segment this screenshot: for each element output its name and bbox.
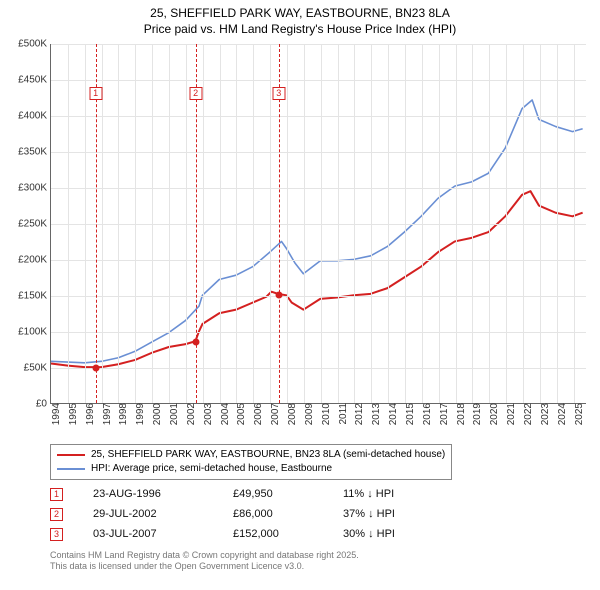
x-tick-label: 2015 bbox=[401, 403, 416, 425]
sales-marker: 3 bbox=[50, 528, 63, 541]
x-tick-label: 2017 bbox=[435, 403, 450, 425]
footer-line: Contains HM Land Registry data © Crown c… bbox=[50, 550, 359, 561]
y-tick-label: £100K bbox=[18, 327, 51, 338]
legend-label: 25, SHEFFIELD PARK WAY, EASTBOURNE, BN23… bbox=[91, 448, 445, 462]
x-tick-label: 2010 bbox=[317, 403, 332, 425]
y-tick-label: £500K bbox=[18, 39, 51, 50]
x-tick-label: 2003 bbox=[199, 403, 214, 425]
chart-area: £0£50K£100K£150K£200K£250K£300K£350K£400… bbox=[50, 44, 586, 404]
legend-swatch bbox=[57, 454, 85, 456]
x-tick-label: 2020 bbox=[485, 403, 500, 425]
marker-dot bbox=[92, 365, 99, 372]
y-tick-label: £400K bbox=[18, 111, 51, 122]
x-tick-label: 1997 bbox=[98, 403, 113, 425]
legend-item-hpi: HPI: Average price, semi-detached house,… bbox=[57, 462, 445, 476]
x-tick-label: 2006 bbox=[249, 403, 264, 425]
sales-delta: 11% ↓ HPI bbox=[343, 488, 394, 500]
sales-price: £86,000 bbox=[233, 508, 343, 520]
figure: 25, SHEFFIELD PARK WAY, EASTBOURNE, BN23… bbox=[0, 0, 600, 590]
legend-label: HPI: Average price, semi-detached house,… bbox=[91, 462, 332, 476]
x-tick-label: 2014 bbox=[384, 403, 399, 425]
sales-price: £152,000 bbox=[233, 528, 343, 540]
sales-price: £49,950 bbox=[233, 488, 343, 500]
x-tick-label: 1995 bbox=[64, 403, 79, 425]
marker-label: 3 bbox=[272, 87, 285, 100]
x-tick-label: 2025 bbox=[570, 403, 585, 425]
marker-dot bbox=[192, 339, 199, 346]
x-tick-label: 2022 bbox=[519, 403, 534, 425]
sales-delta: 30% ↓ HPI bbox=[343, 528, 395, 540]
x-tick-label: 2005 bbox=[232, 403, 247, 425]
footer: Contains HM Land Registry data © Crown c… bbox=[50, 550, 359, 573]
legend-item-property: 25, SHEFFIELD PARK WAY, EASTBOURNE, BN23… bbox=[57, 448, 445, 462]
sales-date: 23-AUG-1996 bbox=[93, 488, 233, 500]
x-tick-label: 2009 bbox=[300, 403, 315, 425]
sales-table: 1 23-AUG-1996 £49,950 11% ↓ HPI 2 29-JUL… bbox=[50, 484, 395, 544]
x-tick-label: 2018 bbox=[452, 403, 467, 425]
marker-label: 2 bbox=[189, 87, 202, 100]
x-tick-label: 1998 bbox=[114, 403, 129, 425]
sales-date: 03-JUL-2007 bbox=[93, 528, 233, 540]
footer-line: This data is licensed under the Open Gov… bbox=[50, 561, 359, 572]
y-tick-label: £250K bbox=[18, 219, 51, 230]
sales-row: 1 23-AUG-1996 £49,950 11% ↓ HPI bbox=[50, 484, 395, 504]
legend: 25, SHEFFIELD PARK WAY, EASTBOURNE, BN23… bbox=[50, 444, 452, 480]
x-tick-label: 2013 bbox=[367, 403, 382, 425]
x-tick-label: 2023 bbox=[536, 403, 551, 425]
title-subtitle: Price paid vs. HM Land Registry's House … bbox=[0, 22, 600, 38]
sales-row: 2 29-JUL-2002 £86,000 37% ↓ HPI bbox=[50, 504, 395, 524]
title-address: 25, SHEFFIELD PARK WAY, EASTBOURNE, BN23… bbox=[0, 6, 600, 22]
x-tick-label: 2019 bbox=[468, 403, 483, 425]
x-tick-label: 1994 bbox=[47, 403, 62, 425]
x-tick-label: 2000 bbox=[148, 403, 163, 425]
series-property bbox=[51, 191, 583, 367]
y-tick-label: £150K bbox=[18, 291, 51, 302]
title-block: 25, SHEFFIELD PARK WAY, EASTBOURNE, BN23… bbox=[0, 0, 600, 37]
y-tick-label: £50K bbox=[24, 363, 51, 374]
sales-marker: 1 bbox=[50, 488, 63, 501]
x-tick-label: 2001 bbox=[165, 403, 180, 425]
y-tick-label: £200K bbox=[18, 255, 51, 266]
legend-swatch bbox=[57, 468, 85, 470]
x-tick-label: 2011 bbox=[334, 403, 349, 425]
x-tick-label: 1996 bbox=[81, 403, 96, 425]
x-tick-label: 2004 bbox=[216, 403, 231, 425]
sales-row: 3 03-JUL-2007 £152,000 30% ↓ HPI bbox=[50, 524, 395, 544]
x-tick-label: 2016 bbox=[418, 403, 433, 425]
series-hpi bbox=[51, 100, 583, 363]
marker-dot bbox=[275, 291, 282, 298]
sales-marker: 2 bbox=[50, 508, 63, 521]
x-tick-label: 2007 bbox=[266, 403, 281, 425]
x-tick-label: 2021 bbox=[502, 403, 517, 425]
x-tick-label: 1999 bbox=[131, 403, 146, 425]
sales-date: 29-JUL-2002 bbox=[93, 508, 233, 520]
x-tick-label: 2024 bbox=[553, 403, 568, 425]
marker-label: 1 bbox=[89, 87, 102, 100]
y-tick-label: £350K bbox=[18, 147, 51, 158]
sales-delta: 37% ↓ HPI bbox=[343, 508, 395, 520]
y-tick-label: £450K bbox=[18, 75, 51, 86]
x-tick-label: 2008 bbox=[283, 403, 298, 425]
x-tick-label: 2002 bbox=[182, 403, 197, 425]
y-tick-label: £300K bbox=[18, 183, 51, 194]
x-tick-label: 2012 bbox=[350, 403, 365, 425]
